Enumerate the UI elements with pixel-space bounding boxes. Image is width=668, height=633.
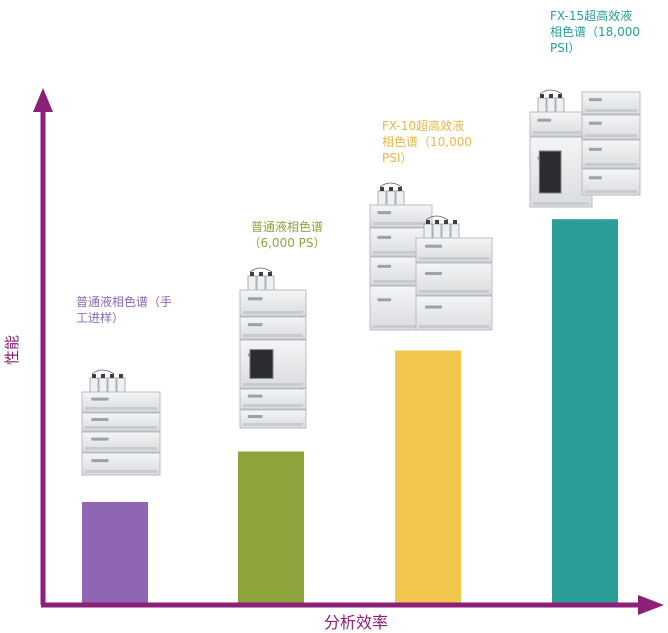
bar <box>238 451 304 603</box>
bar-label-line: 工进样） <box>76 311 125 325</box>
hplc-instrument-icon <box>369 182 493 331</box>
bar-label-line: 相色谱（10,000 <box>382 135 472 149</box>
bar-label-line: PSI） <box>550 41 581 55</box>
x-axis-arrow <box>638 595 664 615</box>
bar-label-fx10: FX-10超高效液 相色谱（10,000 PSI） <box>382 118 472 166</box>
hplc-instrument-icon <box>529 89 641 208</box>
bar-label-line: FX-15超高效液 <box>550 9 633 23</box>
hplc-instrument-icon <box>81 369 161 476</box>
y-axis-arrow <box>33 88 53 112</box>
bar <box>395 350 461 603</box>
bar-label-line: （6,000 PS） <box>248 236 326 250</box>
bar <box>82 502 148 603</box>
bar-label-line: FX-10超高效液 <box>382 119 465 133</box>
bar-label-fx15: FX-15超高效液 相色谱（18,000 PSI） <box>550 8 640 56</box>
bar-label-manual-lc: 普通液相色谱（手 工进样） <box>76 294 172 326</box>
bar-label-line: PSI） <box>382 151 413 165</box>
bar-label-line: 普通液相色谱 <box>250 220 323 234</box>
bar-label-line: 相色谱（18,000 <box>550 25 640 39</box>
hplc-instrument-icon <box>239 267 307 429</box>
bar <box>552 219 618 603</box>
x-axis-label: 分析效率 <box>324 613 388 632</box>
y-axis-label: 性能 <box>3 335 21 365</box>
bar-label-standard-lc: 普通液相色谱 （6,000 PS） <box>238 219 336 251</box>
bar-label-line: 普通液相色谱（手 <box>76 295 173 309</box>
